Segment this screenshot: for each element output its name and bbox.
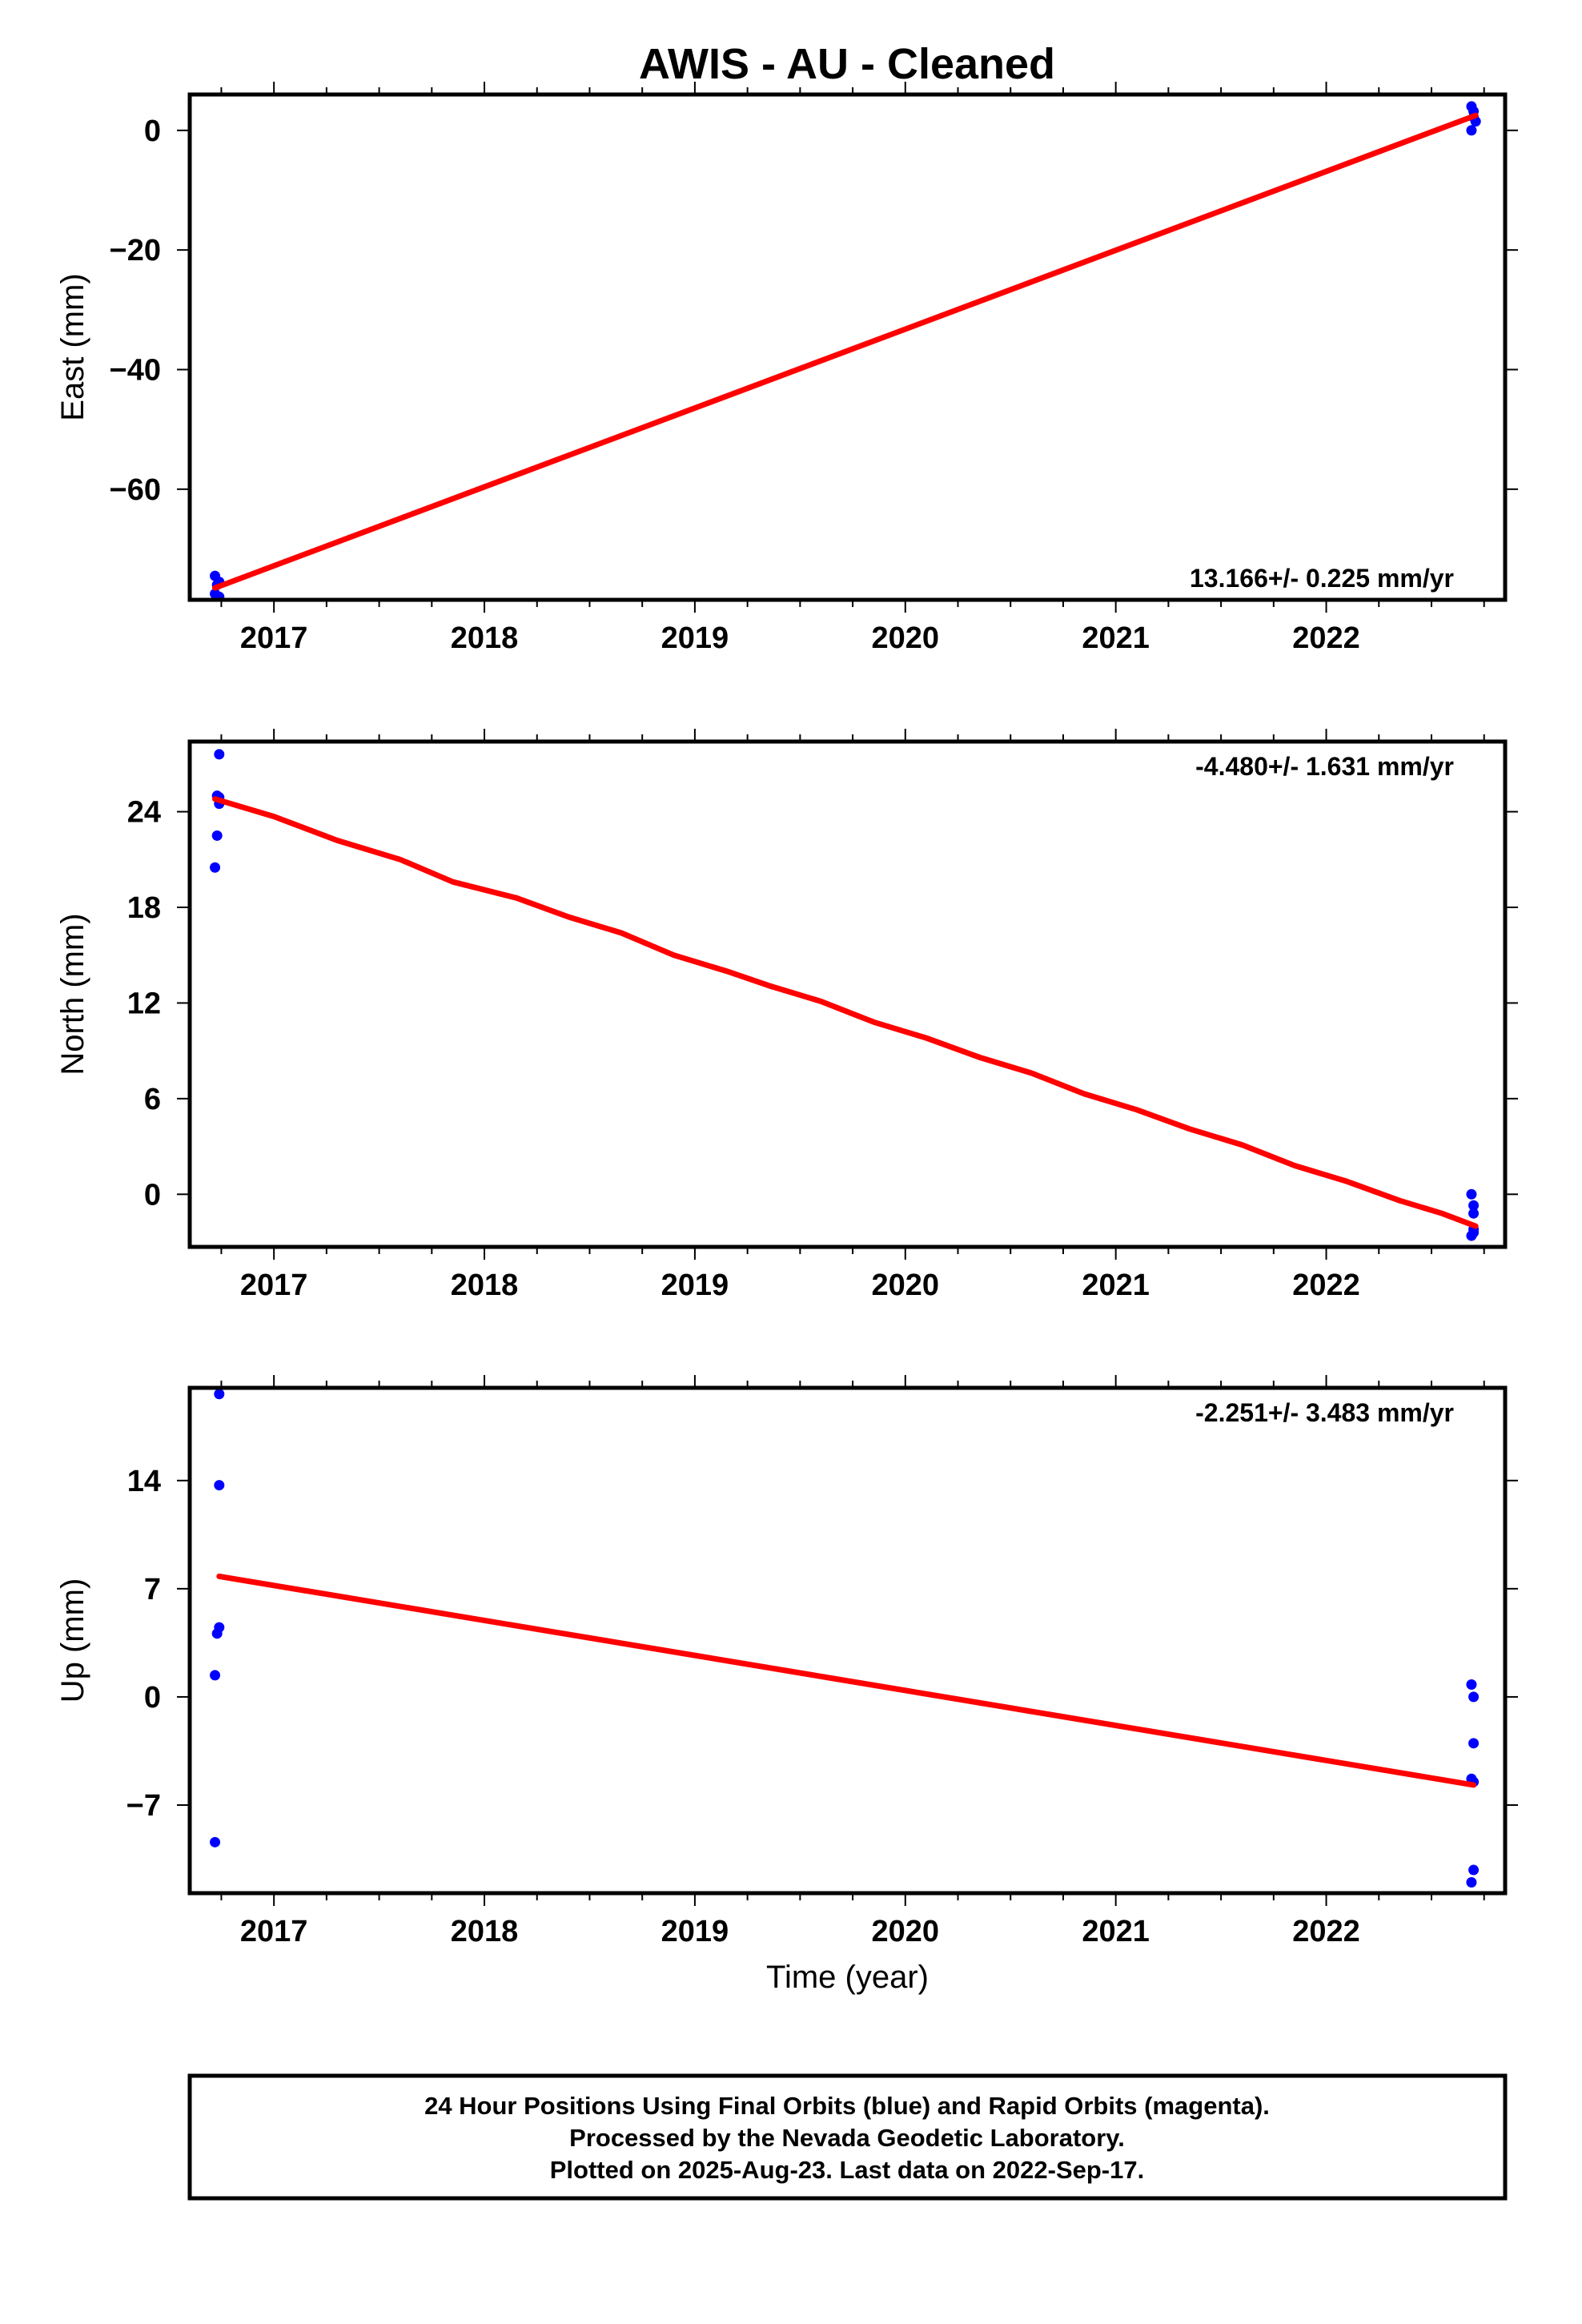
up-x-tick-label: 2018 [451,1915,519,1948]
up-plot-area [210,1389,1480,1888]
up-y-tick-label: −7 [126,1789,161,1823]
up-rate-label: -2.251+/- 3.483 mm/yr [1195,1398,1454,1427]
up-y-tick-label: 7 [144,1573,161,1606]
north-x-tick-label: 2022 [1292,1269,1360,1302]
up-data-point [1468,1691,1480,1703]
north-trend-line [212,796,1479,1229]
north-x-tick-label: 2021 [1082,1269,1150,1302]
east-y-axis-label: East (mm) [55,273,90,420]
up-x-tick-label: 2019 [661,1915,729,1948]
east-y-tick-label: −20 [110,234,161,267]
north-data-point [211,830,223,841]
east-y-tick-label: 0 [144,115,161,148]
up-data-point [1466,1679,1477,1690]
footer-line-processed: Processed by the Nevada Geodetic Laborat… [569,2124,1125,2152]
east-frame [187,92,1508,602]
up-data-point [1468,1864,1480,1876]
north-data-point [210,862,221,873]
up-x-tick-label: 2022 [1292,1915,1360,1948]
north-frame [187,739,1508,1249]
east-y-tick-label: −60 [110,473,161,507]
up-data-point [1466,1876,1477,1888]
up-y-axis-label: Up (mm) [55,1578,90,1703]
east-x-tick-label: 2020 [872,621,940,655]
up-x-axis-label: Time (year) [766,1960,929,1995]
east-x-tick-label: 2018 [451,621,519,655]
north-panel: 2017 2018 2019 2020 2021 2022 24 18 12 6 0 -4.480+/… [55,729,1518,1302]
up-data-point [214,1389,225,1400]
north-data-point [1468,1208,1480,1219]
up-x-tick-label: 2017 [240,1915,308,1948]
up-x-tick-label: 2020 [872,1915,940,1948]
up-data-point [211,1628,223,1639]
up-x-tick-label: 2021 [1082,1915,1150,1948]
up-y-tick-label: 14 [127,1465,161,1498]
east-trend-line [212,112,1479,591]
north-y-tick-label: 6 [144,1083,161,1116]
east-panel: 2017 2018 2019 2020 2021 2022 0 −20 −40 −60 13.166… [55,82,1518,655]
up-data-point [210,1836,221,1848]
footer-line-plotted: Plotted on 2025-Aug-23. Last data on 202… [550,2156,1144,2184]
north-x-tick-label: 2018 [451,1269,519,1302]
footer-box: 24 Hour Positions Using Final Orbits (bl… [187,2073,1508,2201]
up-panel: 2017 2018 2019 2020 2021 2022 14 7 0 −7 -2.251+/- … [55,1375,1518,1995]
north-data-point [1468,1200,1480,1211]
east-x-tick-label: 2022 [1292,621,1360,655]
east-data-point [1466,125,1477,136]
north-y-tick-label: 18 [127,891,161,925]
footer-line-orbits: 24 Hour Positions Using Final Orbits (bl… [424,2092,1270,2120]
north-y-tick-label: 24 [127,796,161,830]
north-y-tick-label: 12 [127,987,161,1020]
north-y-tick-label: 0 [144,1178,161,1212]
north-y-axis-label: North (mm) [55,913,90,1075]
north-data-point [214,749,225,760]
up-data-point [214,1480,225,1491]
north-data-point [1466,1188,1477,1200]
east-data-point [214,591,225,600]
east-x-tick-label: 2019 [661,621,729,655]
north-plot-area [210,749,1480,1241]
footer-frame [187,2073,1508,2201]
east-plot-area [210,101,1481,600]
east-rate-label: 13.166+/- 0.225 mm/yr [1190,564,1454,593]
up-data-point [1468,1738,1480,1749]
up-y-tick-label: 0 [144,1681,161,1715]
north-rate-label: -4.480+/- 1.631 mm/yr [1195,752,1454,781]
north-x-tick-label: 2019 [661,1269,729,1302]
north-x-tick-label: 2017 [240,1269,308,1302]
north-x-tick-label: 2020 [872,1269,940,1302]
figure-title: AWIS - AU - Cleaned [639,40,1055,88]
east-x-tick-label: 2017 [240,621,308,655]
up-data-point [210,1670,221,1681]
east-y-tick-label: −40 [110,354,161,388]
up-trend-line [216,1573,1477,1788]
up-frame [187,1385,1508,1896]
north-data-point [1468,1227,1480,1238]
east-x-tick-label: 2021 [1082,621,1150,655]
